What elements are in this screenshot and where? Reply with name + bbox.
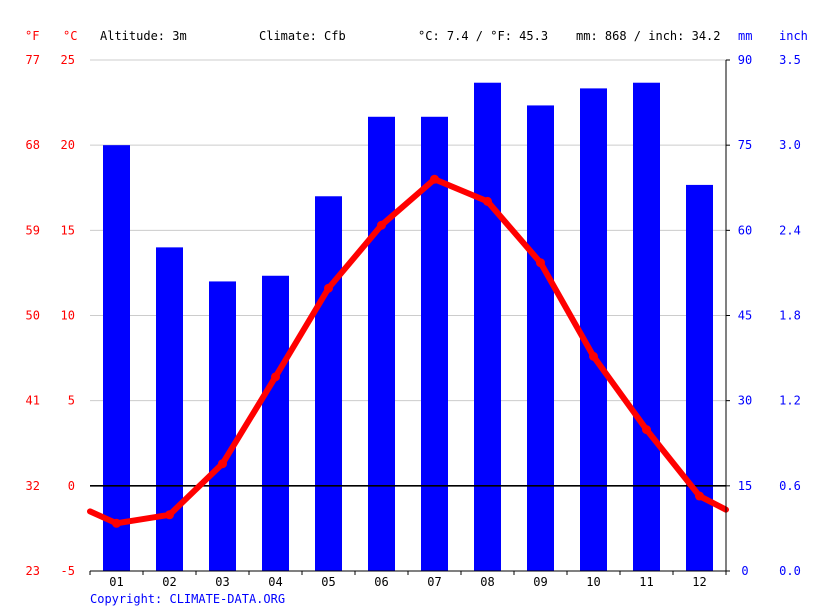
climate-label: Climate: Cfb bbox=[259, 29, 346, 43]
temperature-point bbox=[642, 425, 651, 435]
precipitation-bar bbox=[686, 184, 713, 571]
mm-tick-label: 0 bbox=[741, 564, 748, 578]
month-tick-label: 04 bbox=[268, 575, 282, 589]
temperature-point bbox=[271, 372, 280, 382]
precipitation-bar bbox=[527, 105, 554, 571]
mm-tick-label: 60 bbox=[738, 223, 752, 237]
celsius-unit-label: °C bbox=[63, 29, 77, 43]
inch-tick-label: 0.0 bbox=[779, 564, 801, 578]
inch-tick-label: 3.0 bbox=[779, 138, 801, 152]
temperature-point bbox=[483, 196, 492, 206]
inch-tick-label: 1.8 bbox=[779, 309, 801, 323]
annual-precipitation-label: mm: 868 / inch: 34.2 bbox=[576, 29, 721, 43]
precipitation-bar bbox=[474, 82, 501, 571]
mm-unit-label: mm bbox=[738, 29, 752, 43]
average-temperature-label: °C: 7.4 / °F: 45.3 bbox=[418, 29, 548, 43]
temperature-point bbox=[324, 283, 333, 293]
fahrenheit-unit-label: °F bbox=[25, 29, 39, 43]
month-tick-label: 08 bbox=[480, 575, 494, 589]
fahrenheit-tick-label: 50 bbox=[26, 309, 40, 323]
altitude-label: Altitude: 3m bbox=[100, 29, 187, 43]
copyright-label: Copyright: CLIMATE-DATA.ORG bbox=[90, 592, 285, 606]
temperature-point bbox=[377, 220, 386, 230]
month-tick-label: 03 bbox=[215, 575, 229, 589]
fahrenheit-tick-label: 41 bbox=[26, 394, 40, 408]
precipitation-bar bbox=[421, 116, 448, 572]
mm-tick-label: 30 bbox=[738, 394, 752, 408]
inch-unit-label: inch bbox=[779, 29, 808, 43]
celsius-tick-label: 10 bbox=[61, 309, 75, 323]
precipitation-bars bbox=[103, 82, 713, 572]
mm-tick-label: 90 bbox=[738, 53, 752, 67]
fahrenheit-tick-label: 32 bbox=[26, 479, 40, 493]
celsius-tick-label: 15 bbox=[61, 223, 75, 237]
month-tick-label: 10 bbox=[586, 575, 600, 589]
temperature-point bbox=[112, 518, 121, 528]
precipitation-bar bbox=[580, 88, 607, 571]
celsius-tick-label: -5 bbox=[61, 564, 75, 578]
month-tick-label: 05 bbox=[321, 575, 335, 589]
grid-lines bbox=[90, 59, 726, 572]
axes: 23 -5 0 0.0 32 0 15 0.6 41 5 30 1.2 50 10 45 1.8 59 15 60 2… bbox=[26, 53, 801, 589]
temperature-polyline bbox=[87, 176, 729, 527]
precipitation-bar bbox=[209, 281, 236, 571]
temperature-point bbox=[218, 459, 227, 469]
celsius-tick-label: 5 bbox=[68, 394, 75, 408]
month-tick-label: 09 bbox=[533, 575, 547, 589]
month-tick-label: 11 bbox=[639, 575, 653, 589]
inch-tick-label: 0.6 bbox=[779, 479, 801, 493]
mm-tick-label: 45 bbox=[738, 309, 752, 323]
celsius-tick-label: 20 bbox=[61, 138, 75, 152]
precipitation-bar bbox=[262, 275, 289, 571]
precipitation-bar bbox=[103, 145, 130, 571]
month-tick-label: 07 bbox=[427, 575, 441, 589]
month-tick-label: 01 bbox=[109, 575, 123, 589]
temperature-point bbox=[589, 351, 598, 361]
mm-tick-label: 15 bbox=[738, 479, 752, 493]
precipitation-bar bbox=[156, 247, 183, 571]
temperature-point bbox=[536, 258, 545, 268]
month-tick-label: 06 bbox=[374, 575, 388, 589]
temperature-point bbox=[430, 174, 439, 184]
celsius-tick-label: 25 bbox=[61, 53, 75, 67]
temperature-point bbox=[695, 491, 704, 501]
inch-tick-label: 2.4 bbox=[779, 223, 801, 237]
fahrenheit-tick-label: 59 bbox=[26, 223, 40, 237]
precipitation-bar bbox=[368, 116, 395, 572]
precipitation-bar bbox=[315, 196, 342, 571]
inch-tick-label: 1.2 bbox=[779, 394, 801, 408]
month-tick-label: 02 bbox=[162, 575, 176, 589]
inch-tick-label: 3.5 bbox=[779, 53, 801, 67]
temperature-point bbox=[165, 510, 174, 520]
fahrenheit-tick-label: 23 bbox=[26, 564, 40, 578]
precipitation-bar bbox=[633, 82, 660, 571]
fahrenheit-tick-label: 77 bbox=[26, 53, 40, 67]
celsius-tick-label: 0 bbox=[68, 479, 75, 493]
mm-tick-label: 75 bbox=[738, 138, 752, 152]
month-tick-label: 12 bbox=[692, 575, 706, 589]
temperature-line bbox=[87, 174, 729, 528]
fahrenheit-tick-label: 68 bbox=[26, 138, 40, 152]
